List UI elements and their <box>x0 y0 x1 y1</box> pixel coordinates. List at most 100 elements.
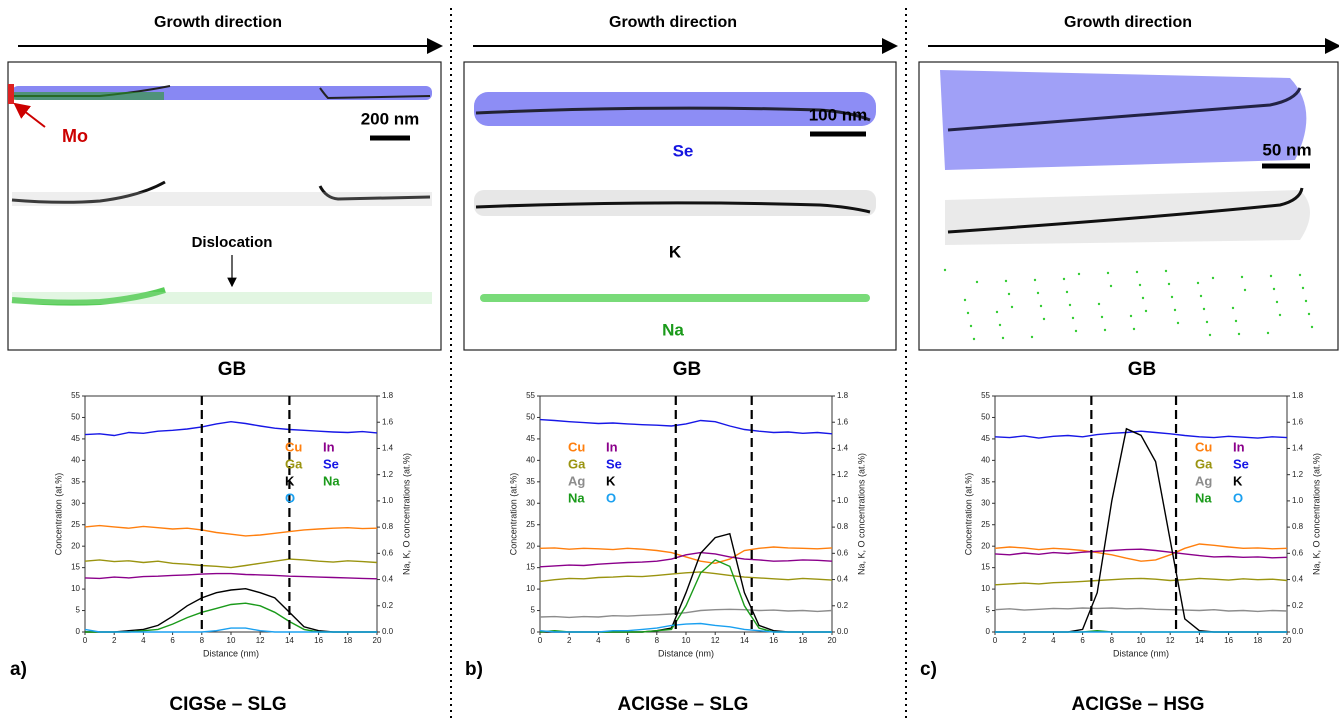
series-line <box>84 572 378 580</box>
x-tick-label: 2 <box>112 636 117 645</box>
y-tick-label: 25 <box>526 520 535 529</box>
na-dot <box>1138 283 1142 287</box>
y-tick-label: 50 <box>71 413 80 422</box>
series-line <box>539 608 833 619</box>
y-tick-label: 40 <box>71 455 80 464</box>
series-line <box>84 627 377 633</box>
y2-tick-label: 0.0 <box>837 627 849 636</box>
gb-label: GB <box>1128 359 1157 380</box>
na-dot <box>1077 272 1081 276</box>
se-map <box>940 70 1307 170</box>
growth-direction: Growth direction <box>1064 14 1192 31</box>
na-dot <box>1132 327 1136 331</box>
na-dot <box>995 310 999 314</box>
y-tick-label: 15 <box>71 563 80 572</box>
na-dot <box>1103 328 1107 332</box>
x-tick-label: 16 <box>1224 636 1233 645</box>
panel-label: b) <box>465 659 483 680</box>
y2-tick-label: 1.0 <box>1292 496 1304 505</box>
image-label: K <box>669 242 682 261</box>
x-tick-label: 12 <box>711 636 720 645</box>
y-tick-label: 15 <box>526 563 535 572</box>
legend-entry: Se <box>323 456 339 471</box>
x-tick-label: 6 <box>170 636 175 645</box>
image-label: 100 nm <box>809 105 868 124</box>
legend-entry: Na <box>323 473 340 488</box>
y-tick-label: 25 <box>981 520 990 529</box>
na-dot <box>943 268 947 272</box>
x-tick-label: 20 <box>1283 636 1292 645</box>
na-dot <box>966 311 970 315</box>
y2-tick-label: 1.6 <box>382 417 394 426</box>
na-dot <box>1030 335 1034 339</box>
series-line <box>994 577 1288 586</box>
x-tick-label: 2 <box>567 636 572 645</box>
na-dot <box>1237 332 1241 336</box>
y2-tick-label: 1.8 <box>382 391 394 400</box>
na-map <box>480 294 870 302</box>
na-dot <box>1301 286 1305 290</box>
y-axis-label: Concentration (at.%) <box>53 473 63 556</box>
y2-tick-label: 1.6 <box>1292 417 1304 426</box>
y-tick-label: 0 <box>531 627 536 636</box>
y-tick-label: 50 <box>981 413 990 422</box>
na-dot <box>1196 281 1200 285</box>
na-dot <box>963 298 967 302</box>
y-tick-label: 40 <box>526 455 535 464</box>
na-dot <box>1068 303 1072 307</box>
na-dot <box>1109 284 1113 288</box>
series-line <box>84 420 378 437</box>
na-dot <box>1307 312 1311 316</box>
panel-title: CIGSe – SLG <box>169 694 286 715</box>
x-tick-label: 0 <box>993 636 998 645</box>
y-tick-label: 5 <box>76 606 81 615</box>
y-tick-label: 55 <box>981 391 990 400</box>
y2-tick-label: 0.4 <box>837 575 849 584</box>
na-map <box>11 287 166 306</box>
na-dot <box>1129 314 1133 318</box>
legend-entry: K <box>1233 473 1243 488</box>
x-tick-label: 16 <box>314 636 323 645</box>
y2-tick-label: 0.2 <box>837 601 849 610</box>
x-tick-label: 14 <box>1195 636 1204 645</box>
y-tick-label: 5 <box>531 606 536 615</box>
na-dot <box>1173 308 1177 312</box>
na-dot <box>1234 319 1238 323</box>
legend-entry: O <box>1233 490 1243 505</box>
series-line <box>539 559 832 633</box>
na-dot <box>972 337 976 341</box>
legend-entry: In <box>1233 439 1245 454</box>
na-dot <box>1036 291 1040 295</box>
y-tick-label: 45 <box>71 434 80 443</box>
na-dot <box>1310 325 1314 329</box>
y-tick-label: 55 <box>526 391 535 400</box>
y2-tick-label: 0.8 <box>382 522 394 531</box>
na-dot <box>1211 276 1215 280</box>
x-tick-label: 10 <box>682 636 691 645</box>
k-map <box>947 187 1304 234</box>
na-dot <box>1039 304 1043 308</box>
series-line <box>994 430 1288 439</box>
x-tick-label: 0 <box>538 636 543 645</box>
legend-entry: Ga <box>568 456 586 471</box>
image-label: 50 nm <box>1262 140 1311 159</box>
y-tick-label: 20 <box>526 541 535 550</box>
x-tick-label: 20 <box>373 636 382 645</box>
y-tick-label: 20 <box>981 541 990 550</box>
y2-tick-label: 1.0 <box>382 496 394 505</box>
image-label: 200 nm <box>361 109 420 128</box>
y2-tick-label: 0.2 <box>1292 601 1304 610</box>
panel-title: ACIGSe – SLG <box>618 694 749 715</box>
y2-tick-label: 1.8 <box>1292 391 1304 400</box>
na-dot <box>1199 294 1203 298</box>
na-dot <box>1106 271 1110 275</box>
y2-tick-label: 1.0 <box>837 496 849 505</box>
na-dot <box>1176 321 1180 325</box>
y2-tick-label: 0.8 <box>1292 522 1304 531</box>
mo-arrow <box>13 102 46 128</box>
y-tick-label: 20 <box>71 541 80 550</box>
na-dot <box>1167 282 1171 286</box>
na-dot <box>1272 287 1276 291</box>
na-dot <box>1074 329 1078 333</box>
